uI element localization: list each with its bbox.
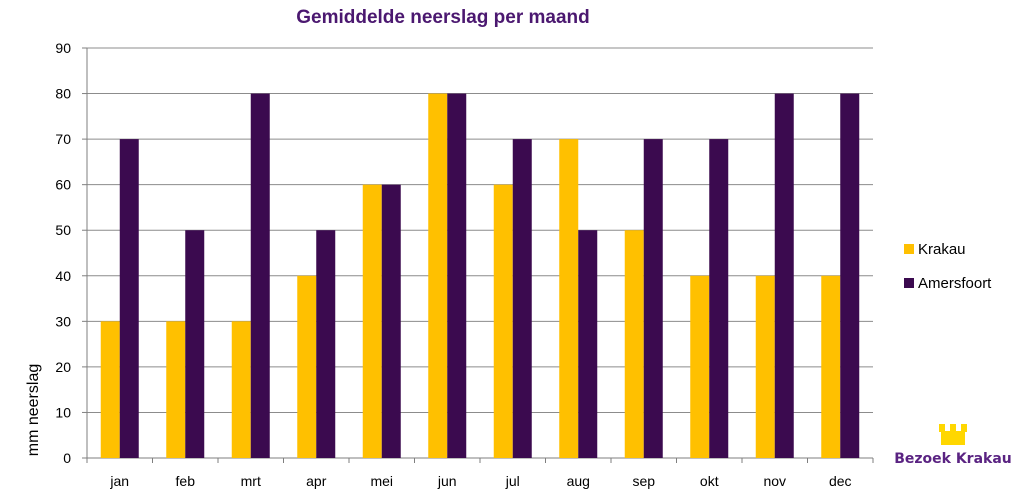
- y-tick-label: 60: [55, 177, 71, 193]
- chart-title: Gemiddelde neerslag per maand: [296, 7, 590, 28]
- castle-icon: [939, 424, 967, 445]
- y-tick-labels: 0 10 20 30 40 50 60 70 80 90: [55, 40, 71, 466]
- legend-swatch-amersfoort: [904, 278, 914, 288]
- x-tick-label: aug: [567, 473, 590, 489]
- x-tick-label: feb: [176, 473, 196, 489]
- bar-amersfoort-dec: [840, 93, 860, 459]
- bar-krakau-dec: [821, 275, 841, 458]
- bar-krakau-aug: [559, 139, 579, 458]
- y-tick-label: 70: [55, 131, 71, 147]
- y-tick-label: 40: [55, 268, 71, 284]
- x-tick-label: apr: [306, 473, 327, 489]
- x-tick-label: mei: [370, 473, 393, 489]
- bar-krakau-mrt: [231, 321, 251, 458]
- x-tick-label: okt: [700, 473, 719, 489]
- bar-krakau-jun: [428, 93, 448, 459]
- y-tick-label: 0: [63, 450, 71, 466]
- x-tick-label: jul: [505, 473, 520, 489]
- bar-krakau-jul: [493, 184, 513, 458]
- bar-krakau-sep: [624, 230, 644, 458]
- x-tick-label: sep: [632, 473, 655, 489]
- y-tick-label: 20: [55, 359, 71, 375]
- bar-amersfoort-jun: [447, 93, 467, 459]
- bar-amersfoort-jan: [119, 139, 139, 458]
- x-tick-label: mrt: [241, 473, 261, 489]
- bar-amersfoort-feb: [185, 230, 205, 458]
- legend-label-amersfoort: Amersfoort: [918, 275, 992, 292]
- y-tick-label: 80: [55, 86, 71, 102]
- logo-text: Bezoek Krakau: [894, 451, 1012, 467]
- bar-krakau-okt: [690, 275, 710, 458]
- y-tick-label: 30: [55, 313, 71, 329]
- bar-krakau-feb: [166, 321, 186, 458]
- y-tick-label: 90: [55, 40, 71, 56]
- x-tick-label: jun: [437, 473, 457, 489]
- legend: Krakau Amersfoort: [904, 241, 992, 292]
- y-tick-label: 50: [55, 222, 71, 238]
- bar-amersfoort-mrt: [250, 93, 270, 459]
- x-tick-label: nov: [763, 473, 786, 489]
- bar-amersfoort-okt: [709, 139, 729, 458]
- x-tick-label: dec: [829, 473, 852, 489]
- y-tick-label: 10: [55, 404, 71, 420]
- x-tick-label: jan: [109, 473, 129, 489]
- bar-amersfoort-sep: [643, 139, 663, 458]
- bar-amersfoort-jul: [512, 139, 532, 458]
- bar-krakau-apr: [297, 275, 317, 458]
- bar-amersfoort-apr: [316, 230, 336, 458]
- gridlines: [82, 47, 874, 463]
- bars: [100, 93, 860, 459]
- bar-amersfoort-mei: [381, 184, 401, 458]
- x-tick-labels: jan feb mrt apr mei jun jul aug sep okt nov dec: [109, 473, 851, 489]
- logo: Bezoek Krakau: [894, 424, 1012, 467]
- legend-label-krakau: Krakau: [918, 241, 966, 258]
- bar-amersfoort-aug: [578, 230, 598, 458]
- bar-krakau-jan: [100, 321, 120, 458]
- bar-krakau-mei: [362, 184, 382, 458]
- bar-krakau-nov: [755, 275, 775, 458]
- legend-swatch-krakau: [904, 244, 914, 254]
- y-axis-label: mm neerslag: [25, 364, 42, 456]
- bar-amersfoort-nov: [774, 93, 794, 459]
